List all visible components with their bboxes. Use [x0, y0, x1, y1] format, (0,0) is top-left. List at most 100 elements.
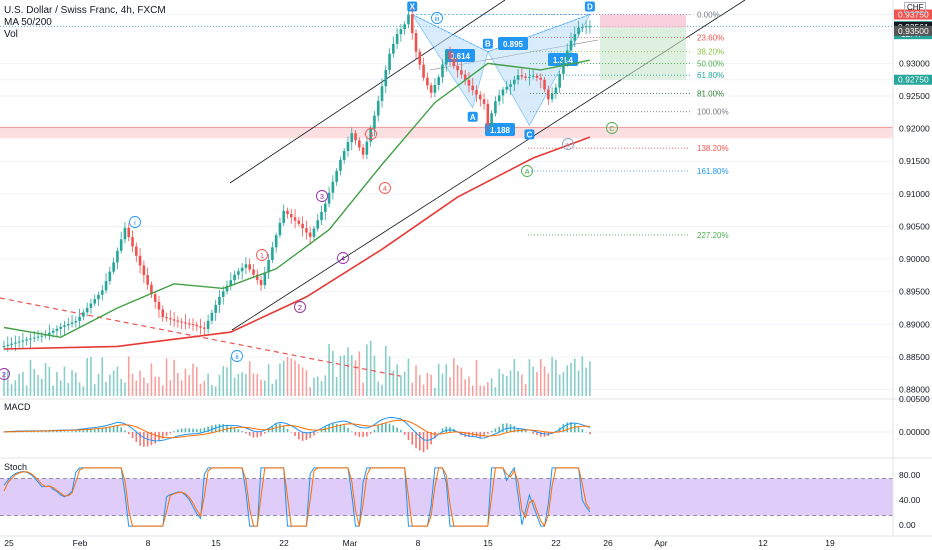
macd-histogram-bar	[37, 431, 39, 433]
volume-bar	[445, 364, 448, 396]
macd-histogram-bar	[112, 426, 115, 433]
time-tick-label: 8	[416, 538, 421, 548]
volume-bar	[71, 370, 73, 396]
candle-body	[40, 335, 44, 337]
candle-body	[214, 304, 217, 313]
currency-badge[interactable]: CHF	[904, 2, 927, 13]
wave-label: iii	[435, 14, 440, 23]
macd-histogram-bar	[199, 428, 202, 433]
volume-bar	[521, 374, 523, 396]
volume-bar	[528, 359, 531, 396]
volume-bar	[305, 370, 308, 396]
ma-legend[interactable]: MA 50/200	[4, 17, 52, 28]
volume-bar	[290, 358, 293, 396]
volume-bar	[165, 358, 168, 396]
candle-body	[274, 235, 278, 248]
macd-histogram-bar	[494, 428, 497, 433]
candle-body	[123, 227, 127, 240]
macd-histogram-bar	[184, 428, 187, 433]
price-tick-label: 0.88000	[899, 384, 930, 394]
candle-body	[456, 66, 459, 71]
volume-bar	[109, 374, 111, 396]
volume-bar	[275, 379, 277, 396]
stoch-legend[interactable]: Stoch	[4, 462, 28, 472]
volume-bar	[169, 380, 172, 396]
macd-histogram-bar	[82, 430, 85, 433]
volume-bar	[90, 356, 92, 396]
candle-body	[358, 140, 361, 148]
macd-histogram-bar	[101, 428, 104, 433]
candle-body	[467, 80, 471, 86]
candle-body	[59, 326, 62, 329]
volume-bar	[222, 366, 225, 396]
volume-bar	[218, 374, 221, 396]
price-axis[interactable]: 0.937500.935610.935000.930000.927500.925…	[892, 0, 932, 536]
macd-histogram-bar	[109, 427, 111, 433]
volume-bar	[396, 364, 398, 396]
time-tick-label: 12	[758, 538, 768, 548]
volume-bar	[411, 382, 414, 396]
macd-histogram-bar	[150, 432, 153, 446]
candle-body	[119, 239, 123, 251]
macd-histogram-bar	[230, 426, 232, 433]
macd-histogram-bar	[335, 423, 338, 433]
macd-histogram-bar	[52, 431, 54, 433]
candle-body	[380, 86, 384, 101]
candle-body	[233, 274, 236, 281]
macd-line	[3, 416, 591, 442]
macd-histogram-bar	[248, 432, 251, 436]
candle-body	[403, 24, 406, 30]
macd-histogram-bar	[298, 432, 300, 440]
time-axis[interactable]: 25 Feb 8 15 22 Mar 8 15 22 26 Apr 12 19	[0, 535, 932, 548]
macd-histogram-bar	[207, 426, 209, 433]
volume-bar	[25, 385, 28, 396]
candle-body	[501, 89, 505, 96]
macd-histogram-bar	[332, 423, 334, 433]
candle-body	[331, 181, 335, 193]
macd-histogram-bar	[267, 429, 270, 433]
volume-bar	[468, 376, 470, 396]
stoch-d-line	[3, 467, 591, 528]
candle-body	[452, 58, 456, 67]
volume-bar	[267, 364, 270, 396]
volume-bar	[10, 384, 13, 396]
candle-body	[100, 290, 104, 295]
candle-body	[157, 301, 161, 310]
volume-bar	[294, 360, 296, 396]
candle-body	[282, 210, 286, 223]
volume-bar	[324, 375, 327, 396]
candle-body	[399, 29, 403, 35]
candle-body	[85, 307, 89, 313]
volume-bar	[161, 385, 164, 396]
macd-histogram-bar	[256, 432, 259, 438]
macd-histogram-bar	[415, 432, 417, 449]
vol-legend[interactable]: Vol	[4, 29, 18, 40]
time-tick-label: 19	[825, 538, 835, 548]
volume-bar	[180, 380, 183, 396]
macd-legend[interactable]: MACD	[4, 402, 31, 412]
macd-histogram-bar	[290, 432, 293, 433]
candle-body	[153, 294, 157, 302]
volume-bar	[207, 373, 209, 396]
candle-body	[55, 328, 59, 331]
volume-bar	[509, 370, 512, 396]
candle-body	[509, 84, 512, 87]
volume-bar	[430, 374, 432, 396]
macd-signal-line	[3, 419, 590, 439]
candle-body	[21, 340, 25, 342]
wave-circle	[231, 350, 243, 362]
macd-histogram-bar	[589, 432, 591, 435]
candle-body	[354, 133, 357, 141]
macd-histogram-bar	[521, 429, 523, 433]
fib-label: 138.20%	[697, 144, 729, 153]
volume-bar	[154, 376, 156, 396]
ma50-line	[3, 59, 591, 339]
macd-histogram-bar	[294, 432, 296, 437]
time-tick-label: 15	[483, 538, 493, 548]
volume-bar	[566, 365, 569, 396]
macd-histogram-bar	[195, 429, 198, 433]
candle-body	[244, 264, 248, 268]
candle-body	[535, 75, 539, 78]
candle-body	[6, 344, 10, 346]
